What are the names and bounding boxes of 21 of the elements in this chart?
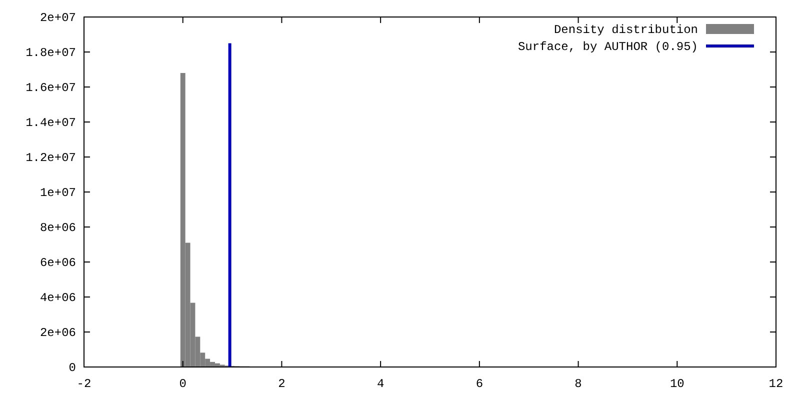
- x-tick-label: -2: [76, 377, 92, 391]
- y-tick-label: 4e+06: [40, 291, 76, 306]
- y-tick-label: 0: [68, 361, 76, 376]
- y-tick-label: 8e+06: [40, 221, 76, 236]
- x-tick-label: 4: [376, 377, 384, 391]
- y-tick-label: 1.6e+07: [26, 81, 76, 96]
- x-tick-label: 2: [278, 377, 286, 391]
- x-tick-label: 6: [476, 377, 484, 391]
- y-tick-label: 6e+06: [40, 256, 76, 270]
- x-tick-label: 8: [574, 377, 582, 391]
- y-tick-label: 1.8e+07: [26, 46, 76, 60]
- y-tick-label: 2e+07: [40, 11, 76, 26]
- x-tick-label: 12: [768, 377, 784, 391]
- y-tick-label: 1e+07: [40, 186, 76, 200]
- y-tick-label: 1.2e+07: [26, 151, 76, 166]
- x-tick-label: 10: [670, 377, 684, 391]
- legend-label: Density distribution: [554, 23, 698, 38]
- legend-label: Surface, by AUTHOR (0.95): [518, 40, 698, 54]
- y-tick-label: 2e+06: [40, 326, 76, 340]
- x-tick-label: 0: [179, 377, 186, 391]
- y-tick-label: 1.4e+07: [26, 116, 76, 130]
